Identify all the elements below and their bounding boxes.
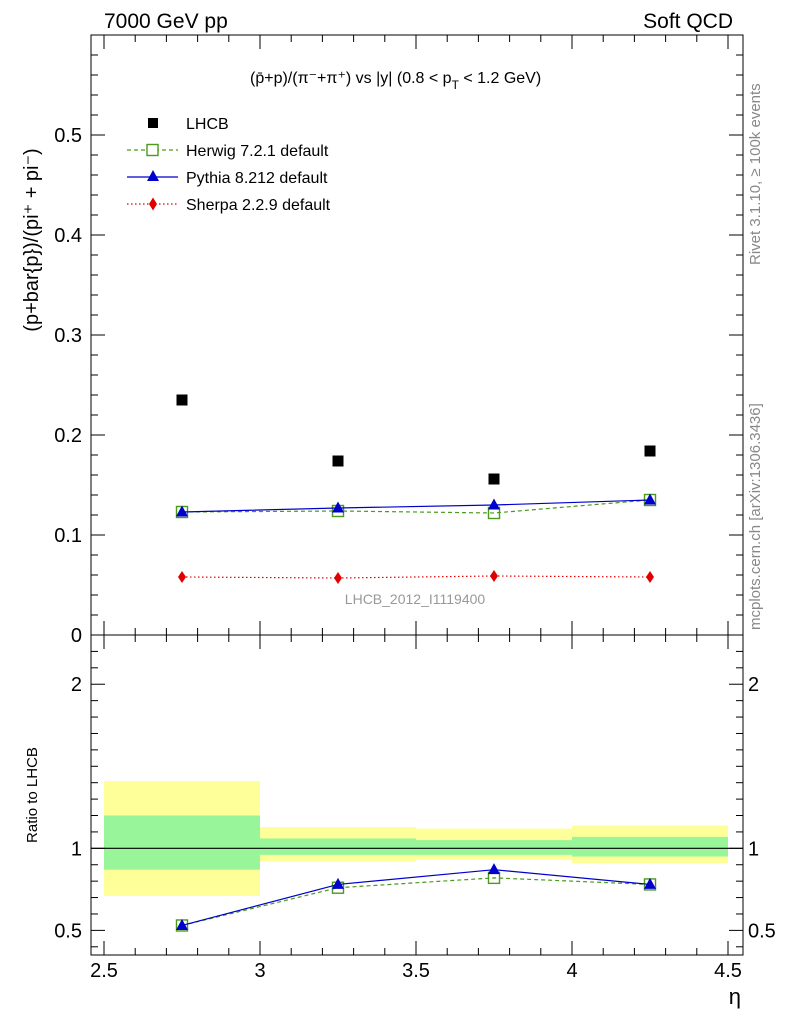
x-tick-label: 2.5	[90, 960, 118, 982]
legend-entry-sherpa: Sherpa 2.2.9 default	[127, 197, 331, 214]
legend-entry-pythia: Pythia 8.212 default	[127, 170, 328, 187]
main-series-pythia	[176, 493, 656, 517]
legend-marker-sherpa	[149, 197, 157, 211]
ratio-point-pythia	[176, 918, 188, 930]
analysis-watermark: LHCB_2012_I1119400	[345, 591, 486, 607]
main-point-pythia	[176, 505, 188, 517]
legend-entry-herwig: Herwig 7.2.1 default	[127, 143, 329, 160]
main-line-herwig	[181, 499, 651, 514]
main-line-sherpa	[181, 575, 651, 579]
main-y-tick-label: 0.4	[54, 225, 82, 247]
main-point-pythia	[332, 501, 344, 513]
main-point-pythia	[488, 498, 500, 510]
main-series-layer	[175, 394, 657, 584]
ratio-y-tick-label: 0.5	[54, 920, 82, 942]
main-series-lhcb	[176, 394, 656, 485]
legend-marker-lhcb	[148, 118, 158, 128]
ratio-panel: 0.5 1 2 0.5 1 2 Ratio to LHCB 2.5 3 3.5 …	[24, 634, 776, 1009]
main-y-tick-label: 0	[71, 625, 82, 647]
ratio-point-pythia	[644, 877, 656, 889]
ratio-stat-uncertainty-band	[260, 838, 416, 855]
ratio-line-pythia	[181, 869, 651, 927]
category-label: Soft QCD	[643, 10, 733, 33]
main-panel: 0 0.1 0.2 0.3 0.4 0.5 (p+bar{p})/(pi⁺ + …	[21, 34, 744, 647]
ratio-stat-uncertainty-band	[572, 836, 728, 857]
main-series-sherpa	[178, 570, 654, 584]
ratio-y-tick-label-right: 2	[748, 674, 759, 696]
x-tick-label: 3	[254, 960, 265, 982]
ratio-y-tick-labels: 0.5 1 2 0.5 1 2	[54, 674, 776, 942]
legend-label-pythia: Pythia 8.212 default	[186, 170, 328, 187]
ratio-y-axis-title: Ratio to LHCB	[24, 747, 41, 843]
main-line-pythia	[181, 499, 651, 513]
ratio-axis-ticks	[91, 635, 743, 955]
legend-label-herwig: Herwig 7.2.1 default	[186, 143, 329, 160]
main-y-tick-labels: 0 0.1 0.2 0.3 0.4 0.5	[54, 125, 82, 647]
x-tick-label: 4	[566, 960, 577, 982]
x-axis-title: η	[729, 984, 741, 1009]
energy-label: 7000 GeV pp	[104, 10, 228, 33]
ratio-y-tick-label-right: 1	[748, 838, 759, 860]
main-point-sherpa	[178, 571, 186, 583]
main-y-tick-label: 0.1	[54, 525, 82, 547]
main-point-lhcb	[644, 445, 656, 457]
ratio-series-layer	[175, 863, 657, 932]
plot-title: (p̄+p)/(π⁻+π⁺) vs |y| (0.8 < pT < 1.2 Ge…	[250, 70, 541, 92]
x-tick-labels: 2.5 3 3.5 4 4.5	[90, 960, 742, 982]
ratio-line-herwig	[181, 877, 651, 927]
ratio-point-pythia	[332, 877, 344, 889]
rivet-label: Rivet 3.1.10, ≥ 100k events	[747, 83, 764, 265]
legend-entry-lhcb: LHCB	[148, 116, 229, 133]
ratio-panel-frame	[90, 634, 744, 956]
main-y-tick-label: 0.2	[54, 425, 82, 447]
x-tick-label: 4.5	[714, 960, 742, 982]
ratio-point-pythia	[488, 863, 500, 875]
main-point-lhcb	[176, 394, 188, 406]
ratio-y-tick-label: 2	[71, 674, 82, 696]
main-y-tick-label: 0.5	[54, 125, 82, 147]
ratio-stat-uncertainty-band	[416, 840, 572, 855]
plot-title-tail: < 1.2 GeV)	[459, 70, 541, 87]
ratio-stat-uncertainty-band	[104, 815, 260, 870]
ratio-series-pythia	[176, 863, 656, 930]
legend-marker-pythia	[147, 170, 159, 181]
legend-label-lhcb: LHCB	[186, 116, 229, 133]
main-point-sherpa	[334, 572, 342, 584]
legend: LHCB Herwig 7.2.1 default Pythia 8.212 d…	[127, 116, 331, 214]
main-point-pythia	[644, 493, 656, 505]
main-point-sherpa	[646, 571, 654, 583]
main-point-sherpa	[490, 570, 498, 582]
main-axis-ticks	[91, 35, 743, 636]
main-point-lhcb	[332, 455, 344, 467]
x-tick-label: 3.5	[402, 960, 430, 982]
ratio-uncertainty-bands	[104, 781, 728, 896]
main-point-lhcb	[488, 473, 500, 485]
legend-marker-herwig	[146, 143, 159, 157]
main-y-axis-title: (p+bar{p})/(pi⁺ + pi⁻)	[21, 148, 43, 331]
mcplots-label: mcplots.cern.ch [arXiv:1306.3436]	[747, 403, 764, 630]
ratio-y-tick-label: 1	[71, 838, 82, 860]
plot-title-main: (p̄+p)/(π⁻+π⁺) vs |y| (0.8 < p	[250, 70, 452, 87]
plot-title-subscript: T	[452, 78, 460, 92]
legend-label-sherpa: Sherpa 2.2.9 default	[186, 197, 331, 214]
main-y-tick-label: 0.3	[54, 325, 82, 347]
ratio-y-tick-label-right: 0.5	[748, 920, 776, 942]
